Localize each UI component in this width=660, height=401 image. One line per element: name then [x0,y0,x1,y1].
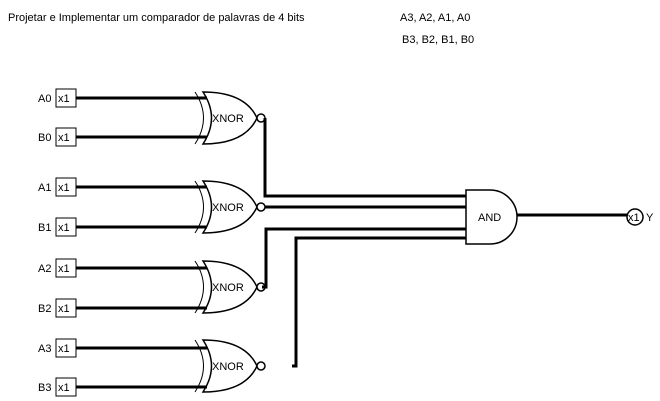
diagram-title: Projetar e Implementar um comparador de … [8,12,305,24]
input-label-a0: A0 [38,93,51,105]
xnor-gate-1 [201,180,258,234]
wire-xnor0-and [263,118,466,198]
input-device-a3: x1 [58,343,70,355]
and-label: AND [478,212,501,224]
xnor-label-3: XNOR [212,361,244,373]
input-label-a1: A1 [38,182,51,194]
xnor-gate-3 [201,339,258,393]
output-probe [626,208,644,226]
output-device: x1 [628,212,640,224]
and-gate [465,189,518,245]
xnor-back-arc-2 [194,260,204,314]
input-label-b1: B1 [38,222,51,234]
note-a-bits: A3, A2, A1, A0 [400,12,471,24]
xnor-back-arc-3 [194,339,204,393]
input-label-a2: A2 [38,263,51,275]
xnor-gate-2 [201,260,258,314]
xnor-bubble-1 [256,202,266,212]
xnor-label-1: XNOR [212,202,244,214]
xnor-bubble-3 [256,361,266,371]
wire-xnor3-and [292,236,466,368]
input-device-b1: x1 [58,222,70,234]
input-device-a1: x1 [58,182,70,194]
output-label: Y [646,212,654,224]
input-label-b2: B2 [38,303,51,315]
xnor-back-arc-1 [194,180,204,234]
wire-xnor2-and [262,227,466,289]
xnor-gate-0 [201,91,258,145]
xnor-label-0: XNOR [212,113,244,125]
input-label-b0: B0 [38,132,51,144]
note-b-bits: B3, B2, B1, B0 [402,34,475,46]
input-device-b3: x1 [58,382,70,394]
xnor-label-2: XNOR [212,282,244,294]
input-device-b2: x1 [58,303,70,315]
input-device-a2: x1 [58,263,70,275]
input-label-a3: A3 [38,343,51,355]
input-device-b0: x1 [58,132,70,144]
input-device-a0: x1 [58,93,70,105]
xnor-back-arc-0 [194,91,204,145]
input-label-b3: B3 [38,382,51,394]
